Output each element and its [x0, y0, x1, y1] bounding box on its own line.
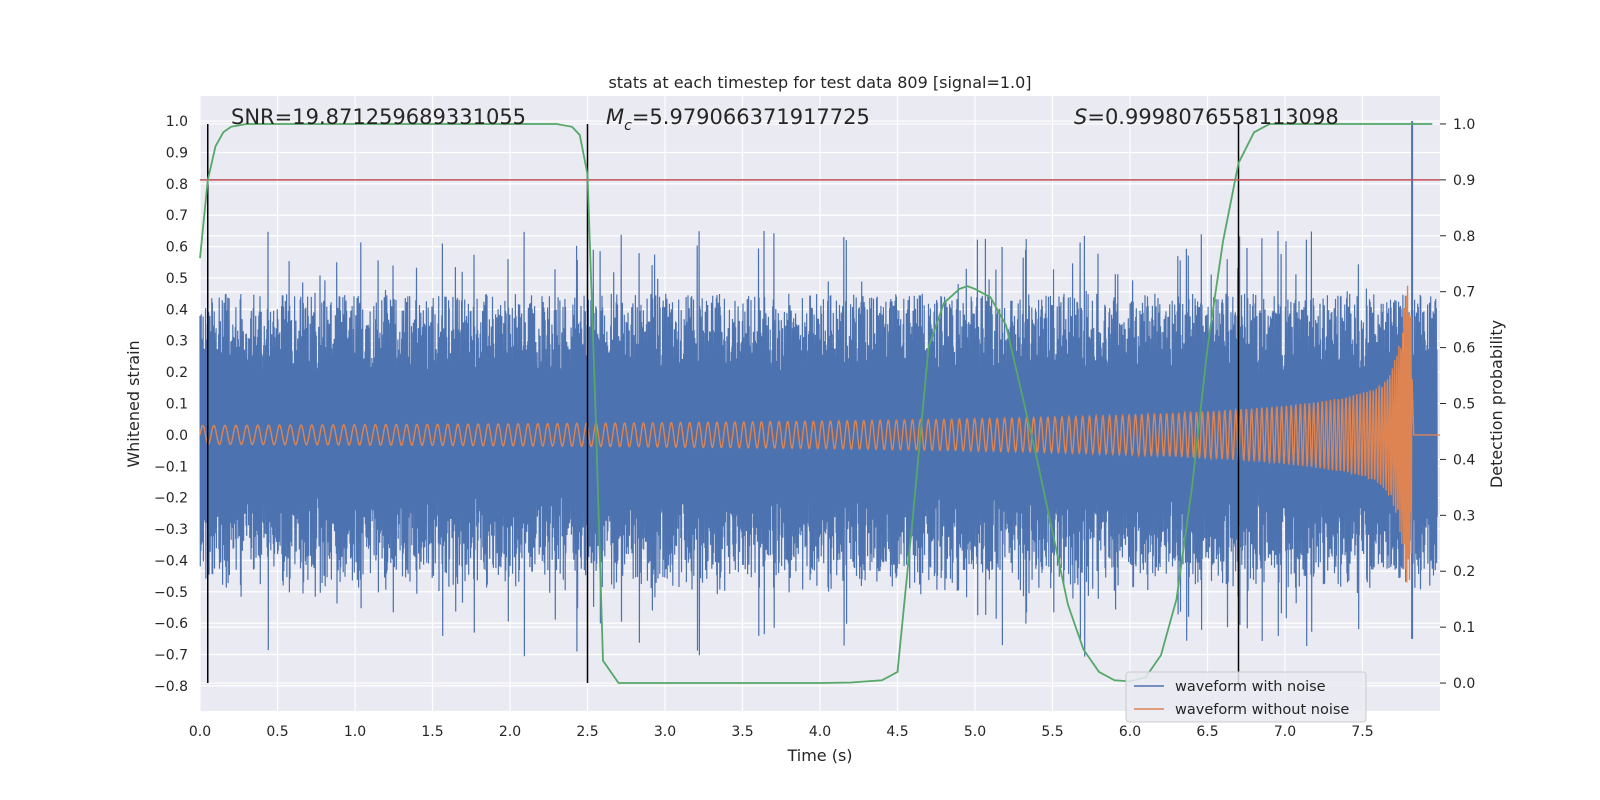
y-tick-label: −0.5 [154, 585, 188, 601]
y2-tick-label: 0.6 [1453, 341, 1475, 357]
x-tick-label: 2.5 [576, 724, 598, 740]
s-annotation: S=0.9998076558113098 [1074, 105, 1339, 129]
x-axis-label: Time (s) [786, 746, 852, 765]
y-tick-label: −0.7 [154, 648, 188, 664]
x-tick-label: 0.5 [266, 724, 288, 740]
chirp-mass-value: =5.979066371917725 [632, 105, 870, 129]
x-tick-label: 7.5 [1351, 724, 1373, 740]
y-tick-label: 0.1 [166, 397, 188, 413]
x-tick-label: 3.0 [654, 724, 676, 740]
y2-tick-label: 1.0 [1453, 117, 1475, 133]
y-tick-label: −0.2 [154, 491, 188, 507]
y-tick-label: 0.6 [166, 240, 188, 256]
y-tick-label: 0.0 [166, 428, 188, 444]
y-tick-label: 0.3 [166, 334, 188, 350]
legend-label-clean: waveform without noise [1175, 702, 1349, 718]
s-symbol: S [1074, 105, 1087, 129]
x-tick-label: 1.0 [344, 724, 366, 740]
y-tick-label: −0.1 [154, 459, 188, 475]
y2-tick-label: 0.5 [1453, 397, 1475, 413]
x-tick-label: 2.0 [499, 724, 521, 740]
s-value: =0.9998076558113098 [1087, 105, 1338, 129]
y-tick-label: 1.0 [166, 114, 188, 130]
y-tick-label: 0.7 [166, 208, 188, 224]
legend-box [1125, 671, 1367, 723]
y-tick-label: 0.2 [166, 365, 188, 381]
chirp-mass-annotation: Mc=5.979066371917725 [606, 105, 870, 134]
y2-tick-label: 0.2 [1453, 564, 1475, 580]
y-tick-labels: 1.0 0.9 0.8 0.7 0.6 0.5 0.4 0.3 0.2 0.1 0.0 −0.1 −0.… [154, 114, 188, 695]
series-detection-probability [199, 123, 1433, 684]
clean-waveform-line [199, 285, 1440, 583]
y-tick-label: 0.8 [166, 177, 188, 193]
y-tick-label: −0.6 [154, 616, 188, 632]
x-tick-labels: 0.0 0.5 1.0 1.5 2.0 2.5 3.0 3.5 4.0 4.5 5.0 5.5 6.0 6… [189, 724, 1374, 740]
y2-tick-label: 0.0 [1453, 676, 1475, 692]
snr-annotation: SNR=19.871259689331055 [231, 105, 526, 129]
y-tick-label: −0.8 [154, 679, 188, 695]
y2-tick-label: 0.9 [1453, 173, 1475, 189]
y-tick-label: 0.9 [166, 145, 188, 161]
y2-tick-labels: 1.0 0.9 0.8 0.7 0.6 0.5 0.4 0.3 0.2 0.1 0.0 [1440, 117, 1475, 692]
x-tick-label: 0.0 [189, 724, 211, 740]
chirp-mass-symbol: M [606, 105, 624, 129]
x-tick-label: 6.5 [1196, 724, 1218, 740]
x-tick-label: 4.0 [809, 724, 831, 740]
x-tick-label: 7.0 [1274, 724, 1296, 740]
x-tick-label: 1.5 [421, 724, 443, 740]
y2-tick-label: 0.4 [1453, 452, 1475, 468]
y2-axis-label: Detection probability [1487, 320, 1506, 488]
y-tick-label: −0.4 [154, 553, 188, 569]
probability-line [199, 123, 1433, 684]
chirp-mass-subscript: c [624, 118, 632, 134]
y2-tick-label: 0.1 [1453, 620, 1475, 636]
chart-title: stats at each timestep for test data 809… [608, 73, 1031, 92]
legend-label-noise: waveform with noise [1175, 679, 1326, 695]
y2-tick-label: 0.7 [1453, 285, 1475, 301]
legend: waveform with noise waveform without noi… [1125, 671, 1367, 723]
y2-tick-label: 0.8 [1453, 229, 1475, 245]
series-waveform-without-noise [199, 285, 1440, 583]
y-tick-label: −0.3 [154, 522, 188, 538]
x-tick-label: 3.5 [731, 724, 753, 740]
vertical-markers [207, 123, 1240, 684]
x-tick-label: 5.5 [1041, 724, 1063, 740]
y-tick-label: 0.5 [166, 271, 188, 287]
x-tick-label: 5.0 [964, 724, 986, 740]
y2-tick-label: 0.3 [1453, 508, 1475, 524]
y-axis-label: Whitened strain [124, 340, 143, 467]
x-tick-label: 4.5 [886, 724, 908, 740]
x-tick-label: 6.0 [1119, 724, 1141, 740]
y-tick-label: 0.4 [166, 302, 188, 318]
